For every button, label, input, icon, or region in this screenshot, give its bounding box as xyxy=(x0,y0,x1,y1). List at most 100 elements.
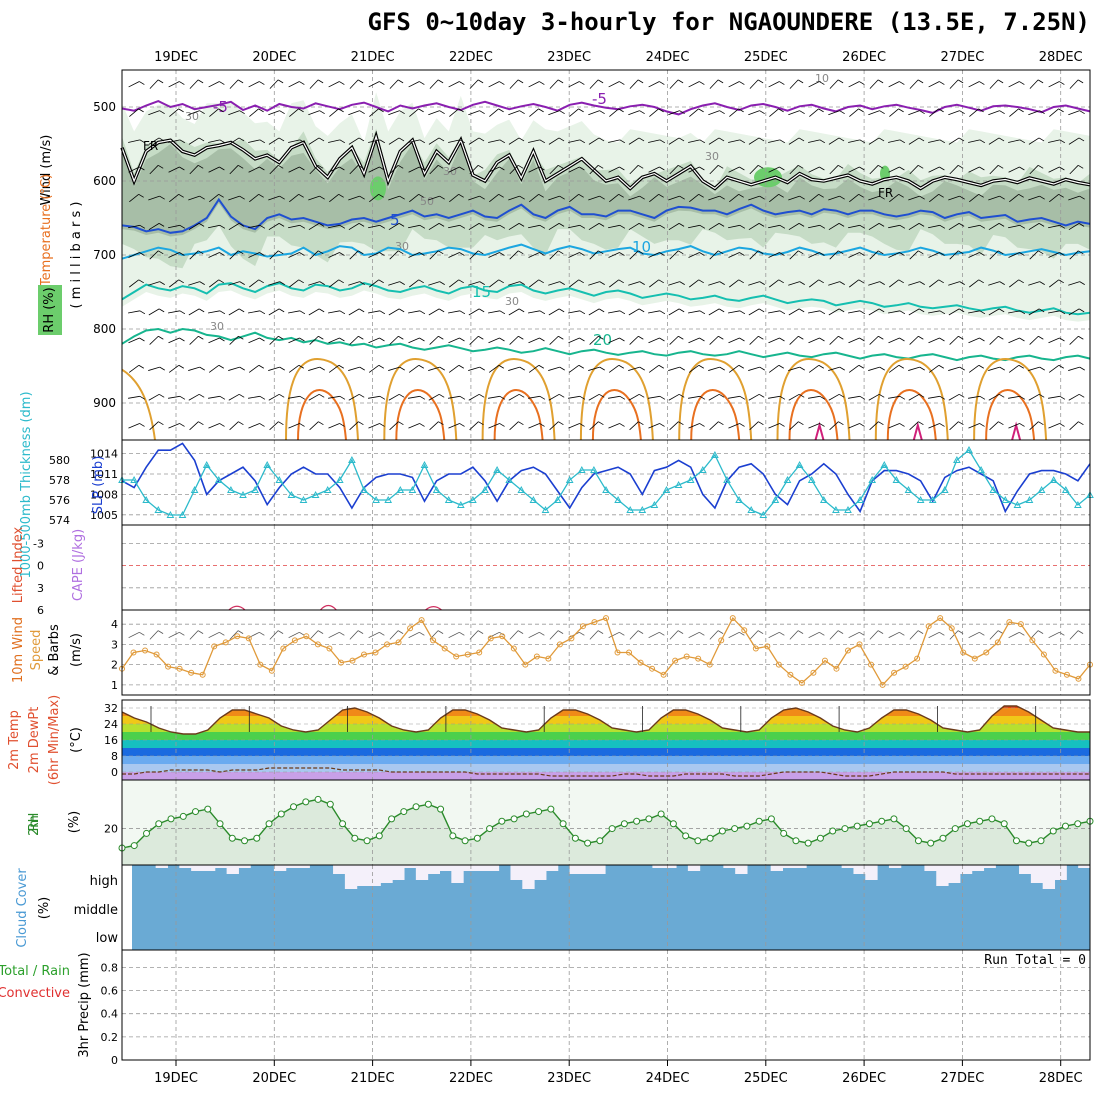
wind-barb xyxy=(228,366,240,371)
wind-barb xyxy=(209,194,219,203)
wind-barb xyxy=(368,631,380,639)
wind-barb-tick xyxy=(978,279,984,284)
wind-barb xyxy=(228,281,240,286)
wind-barb-tick xyxy=(1059,395,1066,400)
rh-contour-label: 30 xyxy=(395,240,409,253)
wind-speed-point xyxy=(222,639,229,646)
temp-band xyxy=(122,772,1090,780)
wind-barb-tick xyxy=(318,250,324,255)
thickness-point xyxy=(1001,495,1010,503)
wind-barb xyxy=(729,194,739,203)
wind-barb xyxy=(749,165,759,175)
thickness-point xyxy=(1025,495,1034,503)
wind-barb-tick xyxy=(398,137,405,142)
thickness-point xyxy=(202,460,211,468)
cloud-gap xyxy=(510,865,523,880)
wind-barb-tick xyxy=(459,395,466,400)
wind-barb-tick xyxy=(459,81,465,85)
wind-barb-tick xyxy=(978,108,984,113)
thickness-point xyxy=(904,485,913,493)
wind-barb-tick xyxy=(999,195,1005,200)
wind-barb xyxy=(988,223,1000,231)
wind-speed-point xyxy=(361,651,367,658)
wind-barb xyxy=(488,310,500,314)
wind-barb-tick xyxy=(139,252,145,256)
wind-barb-tick xyxy=(158,308,165,313)
wind-barb-tick xyxy=(359,393,365,398)
isotherm-25-loop xyxy=(121,368,156,441)
rh2m-point xyxy=(265,820,273,828)
wind-barb xyxy=(1008,81,1020,88)
wind-barb xyxy=(308,281,320,286)
wind-barb xyxy=(848,337,860,344)
wind-barb-tick xyxy=(778,279,784,284)
wind-speed-point xyxy=(487,635,494,642)
wind-speed-point xyxy=(787,671,794,678)
wind-barb-tick xyxy=(1059,310,1066,315)
wind-barb-tick xyxy=(637,164,644,169)
wind-barb-tick xyxy=(518,308,525,313)
wind-barb-tick xyxy=(997,630,1004,634)
ylabel-wind-speed: Speed xyxy=(29,630,44,671)
wind-barb xyxy=(248,81,260,88)
wind-barb xyxy=(389,630,399,640)
li-tick-label: 6 xyxy=(37,604,44,617)
wind-speed-point xyxy=(407,625,414,632)
wind-barb-tick xyxy=(299,166,305,171)
wind-speed-point xyxy=(914,655,921,662)
cloud-gap xyxy=(333,865,346,874)
wind-barb xyxy=(248,166,260,173)
wind-barb xyxy=(228,137,240,145)
wind-barb xyxy=(608,631,620,639)
wind-barb xyxy=(928,395,940,399)
wind-barb xyxy=(289,194,299,203)
wind-speed-point xyxy=(245,635,252,642)
wind-barb xyxy=(588,281,600,286)
wind-barb xyxy=(448,224,460,229)
wind-barb-tick xyxy=(238,308,245,313)
wind-speed-point xyxy=(280,645,287,652)
rh2m-point xyxy=(694,837,702,845)
wind-barb-tick xyxy=(259,337,265,342)
wind-barb-tick xyxy=(199,195,205,200)
wind-barb xyxy=(889,108,899,117)
wind-speed-point xyxy=(579,623,586,630)
wind-barb-tick xyxy=(1038,335,1044,340)
rh2m-point xyxy=(939,834,947,842)
wind-barb xyxy=(768,310,780,314)
wind-barb xyxy=(149,421,159,431)
rh-band-70 xyxy=(122,142,1090,237)
wind-barb-tick xyxy=(258,279,264,284)
wind-barb-tick xyxy=(799,366,805,371)
wind-barb xyxy=(289,108,299,117)
wind-barb xyxy=(148,366,160,371)
wind-barb xyxy=(328,166,340,173)
rh2m-point xyxy=(363,837,371,845)
wind-barb-tick xyxy=(899,166,905,171)
wind-barb xyxy=(468,195,480,201)
wind-barb-tick xyxy=(1019,337,1025,342)
wind-barb xyxy=(368,224,380,229)
wind-barb xyxy=(1008,252,1020,258)
wind-barb-tick xyxy=(759,366,765,371)
wind-barb xyxy=(588,137,600,145)
wind-barb-tick xyxy=(299,423,305,427)
cloud-gap xyxy=(888,865,902,868)
wind-barb xyxy=(649,194,659,203)
wind-barb-tick xyxy=(899,252,905,256)
wind-barb xyxy=(968,337,980,344)
wind-barb xyxy=(189,421,199,431)
wind-barb xyxy=(469,421,479,431)
wind-barb xyxy=(748,393,760,401)
wind-barb xyxy=(948,137,960,145)
wind-barb xyxy=(548,195,560,201)
wind-barb xyxy=(429,421,439,431)
wind-barb xyxy=(708,137,720,145)
wind-barb-tick xyxy=(179,252,185,256)
wind-speed-point xyxy=(326,645,333,652)
wind-barb-tick xyxy=(958,250,964,255)
wind-barb-tick xyxy=(998,223,1005,227)
wind-barb xyxy=(468,366,480,371)
wind-barb xyxy=(629,630,639,640)
wind-barb xyxy=(428,366,440,371)
